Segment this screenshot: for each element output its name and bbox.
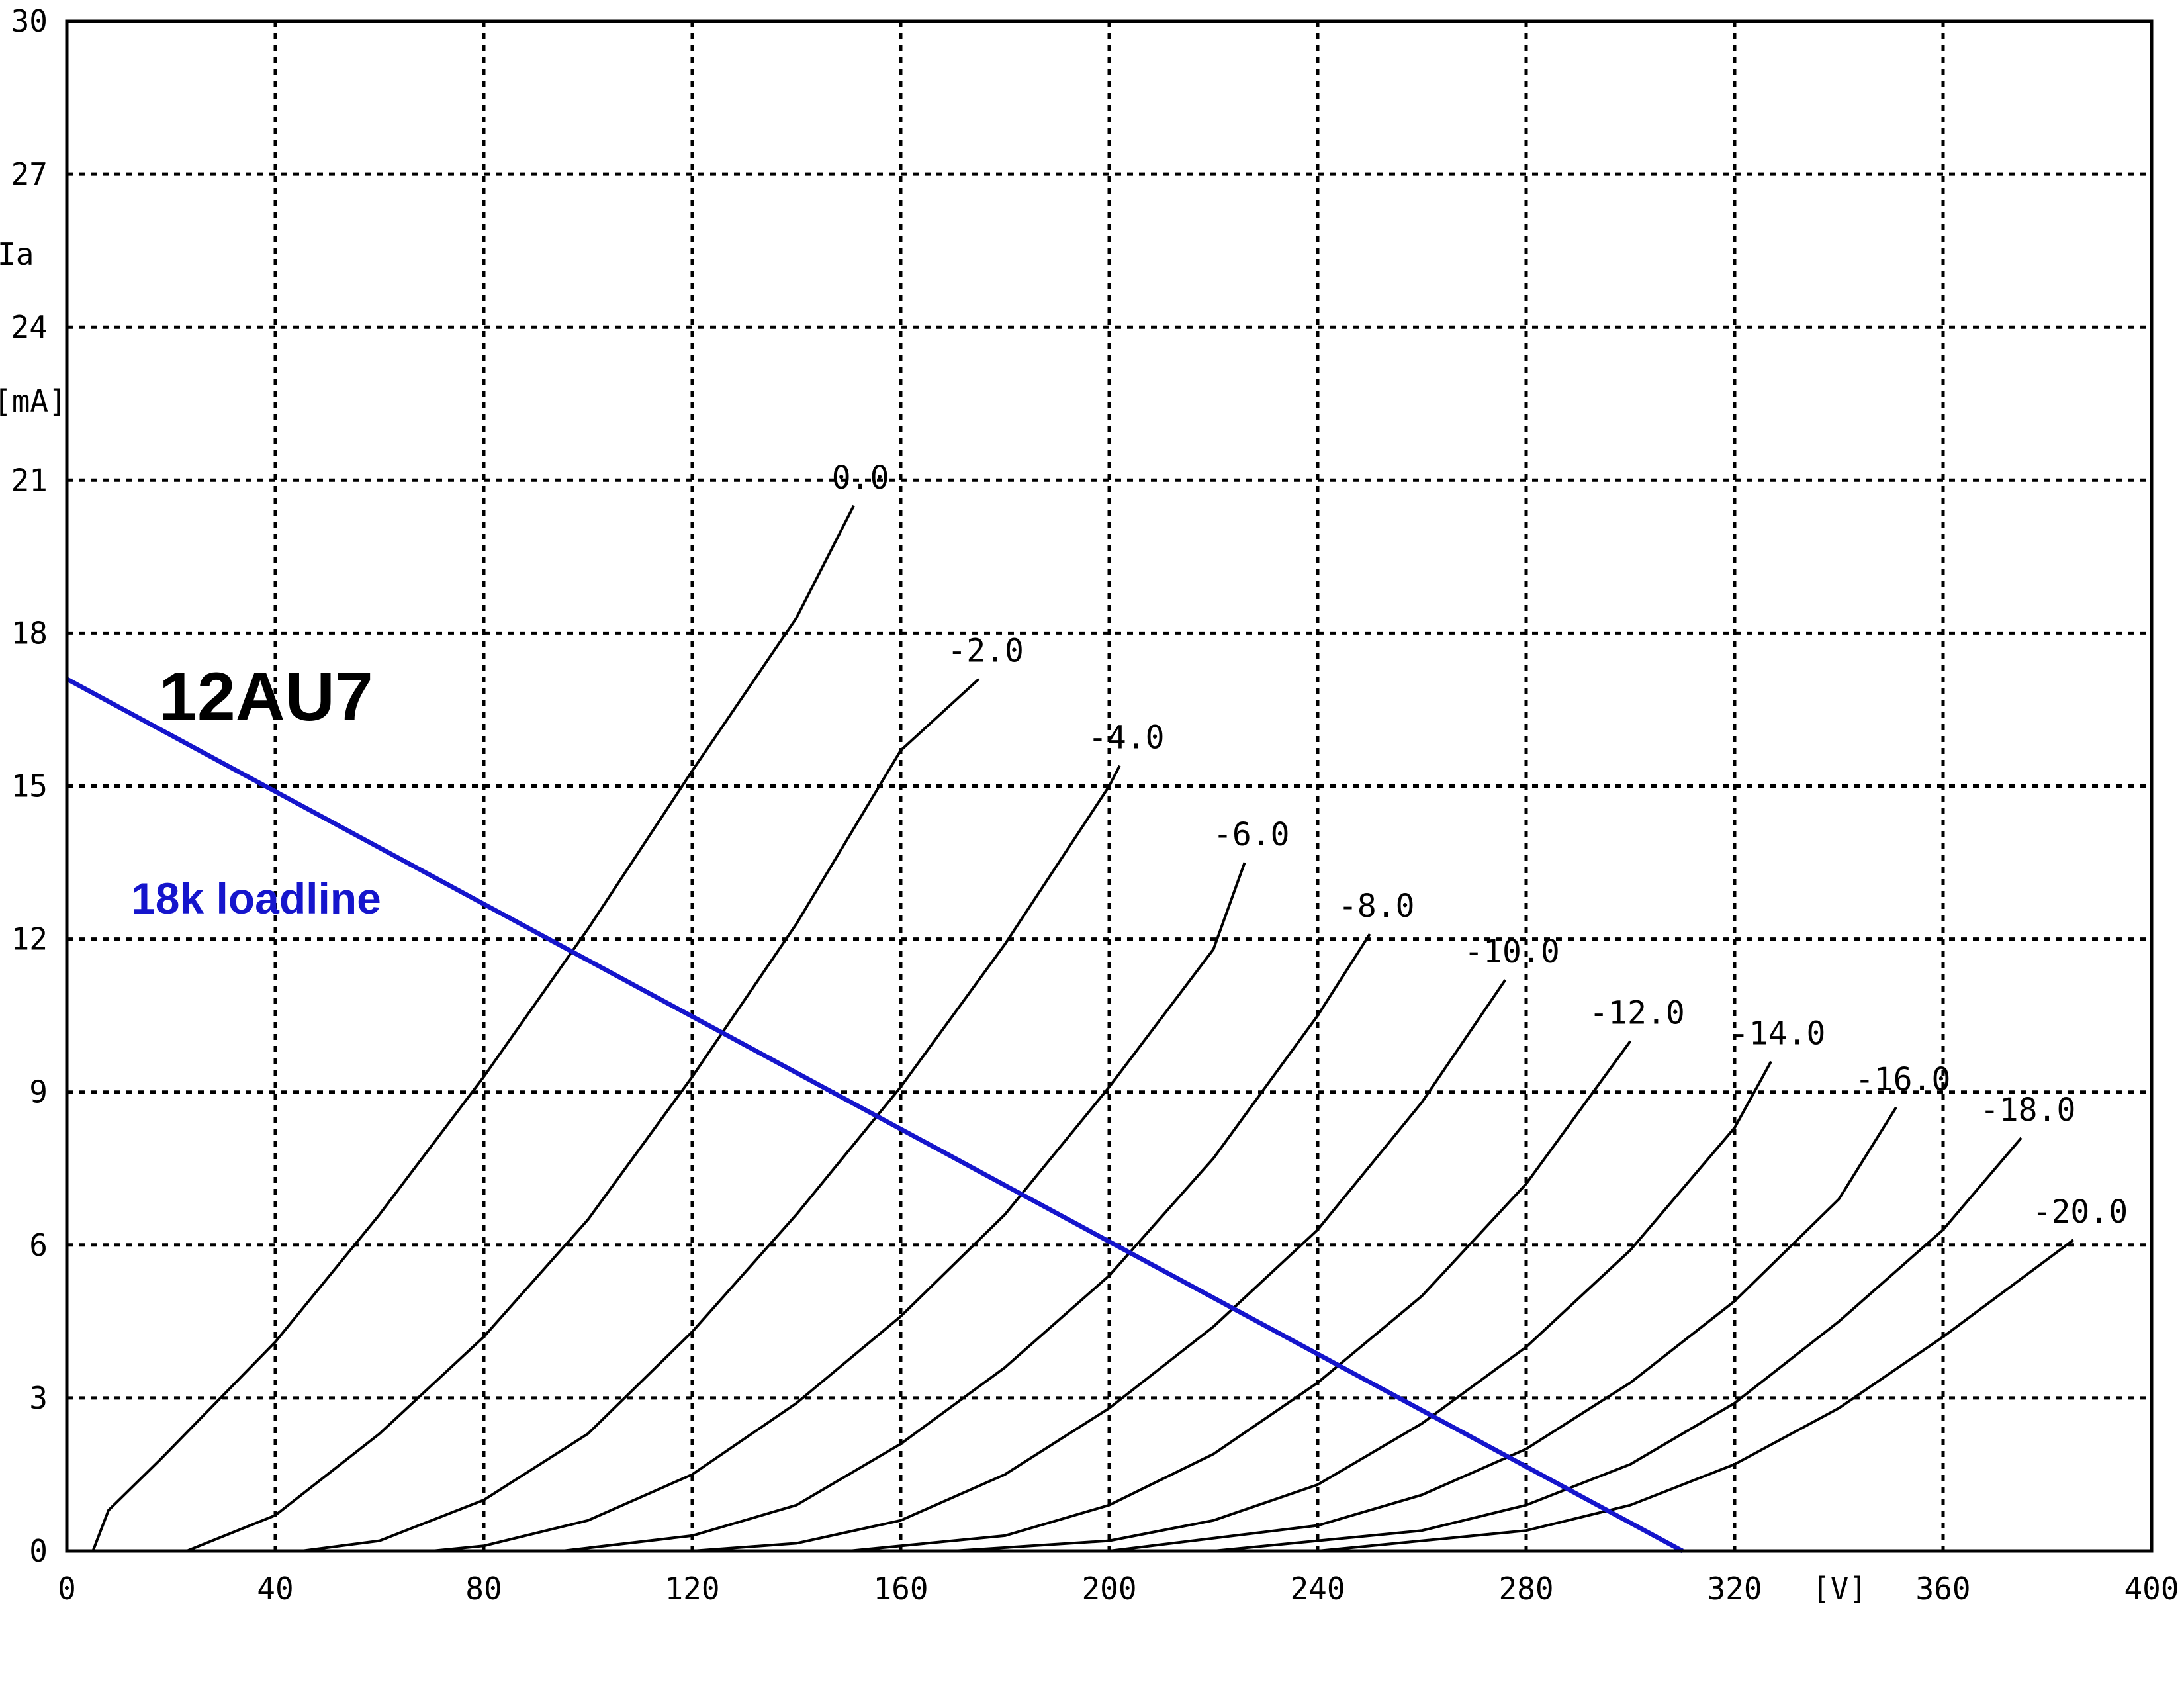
curve-label: -20.0 bbox=[2032, 1194, 2128, 1231]
y-tick-label: 21 bbox=[11, 462, 48, 498]
x-tick-label: 40 bbox=[257, 1571, 293, 1607]
x-tick-label: 280 bbox=[1498, 1571, 1553, 1607]
curve-label: -16.0 bbox=[1855, 1061, 1951, 1098]
x-tick-label: 120 bbox=[664, 1571, 719, 1607]
grid-voltage-curve bbox=[432, 862, 1246, 1552]
x-tick-label: 80 bbox=[465, 1571, 502, 1607]
y-axis-label-ia: Ia bbox=[0, 236, 34, 272]
y-tick-label: 6 bbox=[29, 1227, 48, 1263]
y-tick-label: 18 bbox=[11, 615, 48, 651]
loadline-label: 18k loadline bbox=[131, 874, 381, 923]
x-tick-label: 160 bbox=[873, 1571, 928, 1607]
chart-title: 12AU7 bbox=[159, 659, 373, 735]
x-tick-label: 200 bbox=[1081, 1571, 1136, 1607]
grid-voltage-curve bbox=[692, 979, 1507, 1552]
curve-label: -12.0 bbox=[1589, 995, 1685, 1032]
curve-label: -18.0 bbox=[1980, 1092, 2076, 1129]
plot-frame bbox=[65, 19, 2154, 1553]
y-tick-label: 9 bbox=[29, 1074, 48, 1110]
x-tick-label: 0 bbox=[58, 1571, 76, 1607]
grid bbox=[67, 21, 2152, 1551]
x-tick-label: 400 bbox=[2124, 1571, 2179, 1607]
grid-voltage-curve bbox=[186, 678, 980, 1552]
x-axis-unit-label: [V] bbox=[1812, 1571, 1867, 1607]
curve-label: 0.0 bbox=[832, 459, 889, 496]
grid-voltage-curve bbox=[1109, 1106, 1897, 1552]
loadline-line bbox=[66, 677, 1684, 1554]
curve-labels: 0.0-2.0-4.0-6.0-8.0-10.0-12.0-14.0-16.0-… bbox=[832, 459, 2128, 1231]
grid-voltage-curve bbox=[91, 504, 855, 1552]
curve-label: -2.0 bbox=[947, 633, 1024, 670]
grid-voltage-curve bbox=[1317, 1239, 2075, 1552]
grid-voltage-curve bbox=[561, 933, 1371, 1552]
y-tick-label: 0 bbox=[29, 1533, 48, 1569]
x-tick-label: 240 bbox=[1290, 1571, 1345, 1607]
curve-label: -6.0 bbox=[1213, 816, 1290, 853]
y-tick-label: 24 bbox=[11, 309, 48, 345]
y-tick-label: 15 bbox=[11, 769, 48, 804]
tick-labels: 0 40 80 120 160 200 240 280 320 360 400 0 3 6 9 12 15 18 2… bbox=[11, 3, 2179, 1607]
y-tick-label: 27 bbox=[11, 156, 48, 192]
grid-voltage-curve bbox=[952, 1060, 1772, 1552]
curve-label: -14.0 bbox=[1730, 1015, 1826, 1052]
x-tick-label: 360 bbox=[1915, 1571, 1970, 1607]
y-axis-label-unit: [mA] bbox=[0, 383, 67, 419]
curve-label: -10.0 bbox=[1464, 933, 1560, 970]
grid-voltage-curve bbox=[301, 765, 1121, 1552]
x-tick-label: 320 bbox=[1707, 1571, 1762, 1607]
y-tick-label: 3 bbox=[29, 1380, 48, 1416]
grid-voltage-curve bbox=[848, 1040, 1632, 1552]
loadline bbox=[66, 677, 1684, 1554]
y-tick-label: 12 bbox=[11, 921, 48, 957]
curve-label: -8.0 bbox=[1338, 888, 1415, 925]
grid-voltage-curve bbox=[1213, 1137, 2023, 1552]
curves bbox=[91, 504, 2075, 1552]
y-tick-label: 30 bbox=[11, 3, 48, 39]
curve-label: -4.0 bbox=[1088, 720, 1165, 757]
